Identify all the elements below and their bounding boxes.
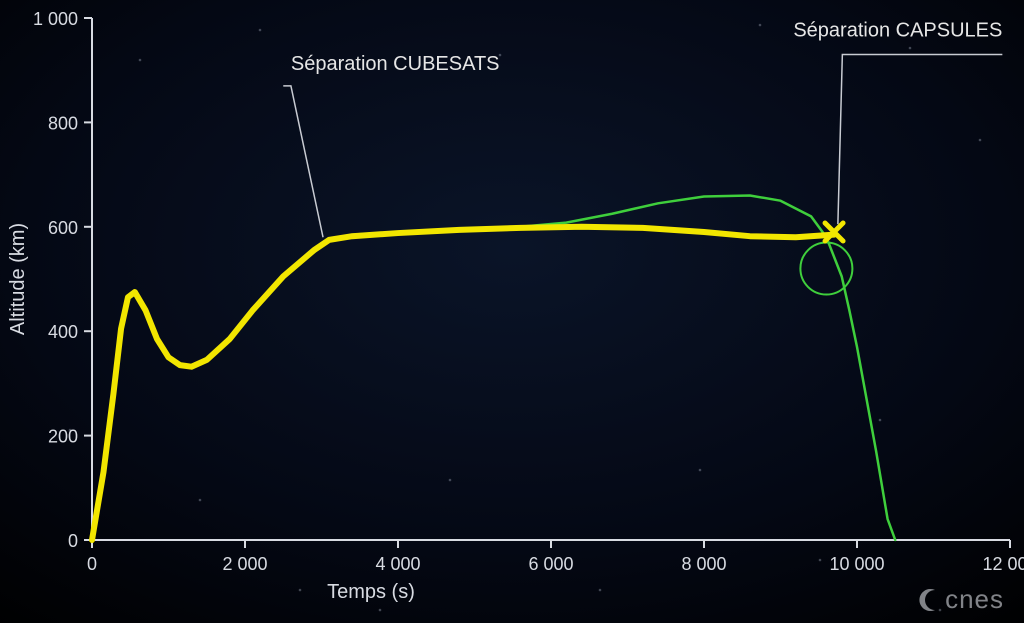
cnes-logo: cnes (915, 584, 1004, 615)
y-tick-label: 400 (48, 322, 78, 342)
crescent-icon (915, 587, 941, 613)
y-axis-title: Altitude (km) (7, 223, 29, 335)
x-tick-label: 6 000 (528, 554, 573, 574)
x-tick-label: 8 000 (681, 554, 726, 574)
annotation-label: Séparation CAPSULES (793, 19, 1002, 41)
annotation-label: Séparation CUBESATS (291, 53, 500, 75)
y-tick-label: 0 (68, 531, 78, 551)
x-tick-label: 12 000 (982, 554, 1024, 574)
logo-text: cnes (945, 584, 1004, 615)
y-tick-label: 200 (48, 427, 78, 447)
x-tick-label: 0 (87, 554, 97, 574)
x-tick-label: 10 000 (829, 554, 884, 574)
y-tick-label: 800 (48, 113, 78, 133)
x-tick-label: 2 000 (222, 554, 267, 574)
altitude-time-chart: 0 200 400 600 800 1 000 0 2 000 4 000 6 000 8 000 1… (0, 0, 1024, 623)
y-tick-label: 600 (48, 218, 78, 238)
x-axis-title: Temps (s) (327, 581, 415, 603)
x-tick-label: 4 000 (375, 554, 420, 574)
y-tick-label: 1 000 (33, 9, 78, 29)
